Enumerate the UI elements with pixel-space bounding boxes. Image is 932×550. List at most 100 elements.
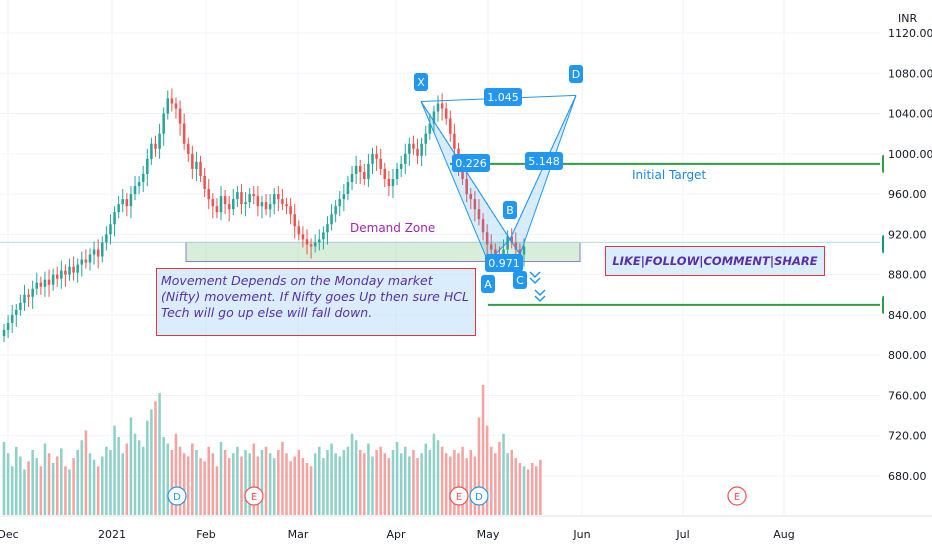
candle-body (31, 288, 34, 297)
candle-body (367, 163, 370, 179)
candle-body (232, 199, 235, 210)
candle-body (342, 194, 346, 200)
volume-bar (514, 458, 518, 515)
volume-bar (76, 450, 79, 515)
volume-bar (416, 458, 419, 515)
volume-bar (47, 453, 51, 515)
candle-body (424, 133, 428, 144)
candle-body (428, 123, 432, 134)
event-marker-label: E (251, 492, 257, 503)
event-marker-label: E (734, 492, 740, 503)
volume-bar (170, 450, 174, 515)
candle-body (293, 214, 296, 227)
x-tick-label: Aug (773, 528, 794, 541)
volume-bar (199, 458, 202, 515)
candle-body (518, 249, 522, 255)
candle-body (203, 175, 206, 190)
x-tick-label: Mar (288, 528, 309, 541)
volume-bar (379, 446, 382, 515)
volume-bar (248, 453, 251, 515)
candle-body (19, 302, 22, 310)
y-tick-label: 880.00 (888, 269, 927, 282)
volume-bar (272, 458, 276, 515)
candle-body (240, 192, 243, 205)
pattern-ratio-marker (485, 254, 523, 272)
candle-body (133, 186, 137, 195)
volume-bar (432, 433, 436, 515)
volume-bars (2, 385, 542, 515)
volume-bar (469, 450, 473, 515)
candle-body (174, 103, 178, 109)
volume-bar (424, 443, 428, 515)
candle-body (399, 163, 403, 169)
candle-body (436, 103, 440, 112)
volume-bar (240, 456, 243, 515)
y-tick-label: 800.00 (888, 349, 927, 362)
x-tick-label: Dec (0, 528, 19, 541)
volume-bar (60, 448, 63, 515)
volume-bar (506, 453, 509, 515)
candle-body (264, 202, 268, 210)
pattern-point-marker (414, 73, 428, 91)
candle-body (449, 118, 452, 134)
volume-bar (223, 450, 227, 515)
candle-body (281, 199, 284, 205)
candle-body (72, 266, 75, 273)
volume-bar (363, 453, 366, 515)
x-tick-label: May (477, 528, 500, 541)
candle-body (318, 239, 321, 243)
volume-bar (51, 463, 55, 515)
volume-bar (428, 450, 432, 515)
pattern-ratio-marker (452, 154, 490, 172)
volume-bar (498, 441, 501, 515)
volume-bar (375, 450, 378, 515)
volume-bar (330, 443, 333, 515)
candle-body (35, 282, 39, 289)
candle-body (477, 209, 481, 220)
volume-bar (191, 443, 194, 515)
volume-bar (387, 458, 391, 515)
candle-body (354, 165, 358, 174)
candle-body (326, 224, 329, 233)
candle-body (170, 98, 174, 104)
pattern-point-marker (481, 275, 495, 293)
volume-bar (371, 456, 374, 515)
x-axis[interactable]: Dec 2021 Feb Mar Apr May Jun Jul Aug (0, 515, 932, 541)
candle-body (96, 249, 100, 257)
y-tick-label: 920.00 (888, 228, 927, 241)
volume-bar (84, 430, 88, 515)
volume-bar (301, 458, 305, 515)
chevron-down-icon (534, 289, 546, 303)
candle-body (39, 282, 43, 287)
candle-body (92, 249, 96, 255)
candle-body (195, 161, 198, 169)
candle-body (379, 158, 382, 169)
candle-body (158, 133, 161, 149)
candle-body (207, 189, 210, 200)
currency-label: INR (898, 12, 917, 25)
volume-bar (35, 458, 39, 515)
volume-bar (338, 456, 342, 515)
candle-body (10, 314, 14, 323)
candle-body (121, 199, 125, 205)
event-marker (244, 486, 264, 506)
volume-bar (281, 441, 284, 515)
candle-body (432, 111, 436, 124)
volume-bar (309, 466, 313, 515)
candle-body (412, 143, 415, 149)
y-tick-label: 720.00 (888, 430, 927, 443)
y-tick-label: 760.00 (888, 389, 927, 402)
harmonic-pattern[interactable]: X A B C D 1.045 0.226 0.971 5.148 (414, 65, 583, 303)
candle-body (6, 322, 10, 331)
candle-body (2, 330, 6, 337)
y-axis[interactable]: 1120.00 1080.00 1040.00 1000.00 960.00 920.00… (884, 0, 932, 515)
candle-body (125, 199, 129, 207)
pattern-point-marker (503, 201, 517, 219)
volume-bar (334, 453, 337, 515)
pattern-xab (420, 101, 511, 263)
volume-bar (137, 440, 141, 515)
volume-bar (350, 433, 354, 515)
volume-bar (313, 453, 317, 515)
